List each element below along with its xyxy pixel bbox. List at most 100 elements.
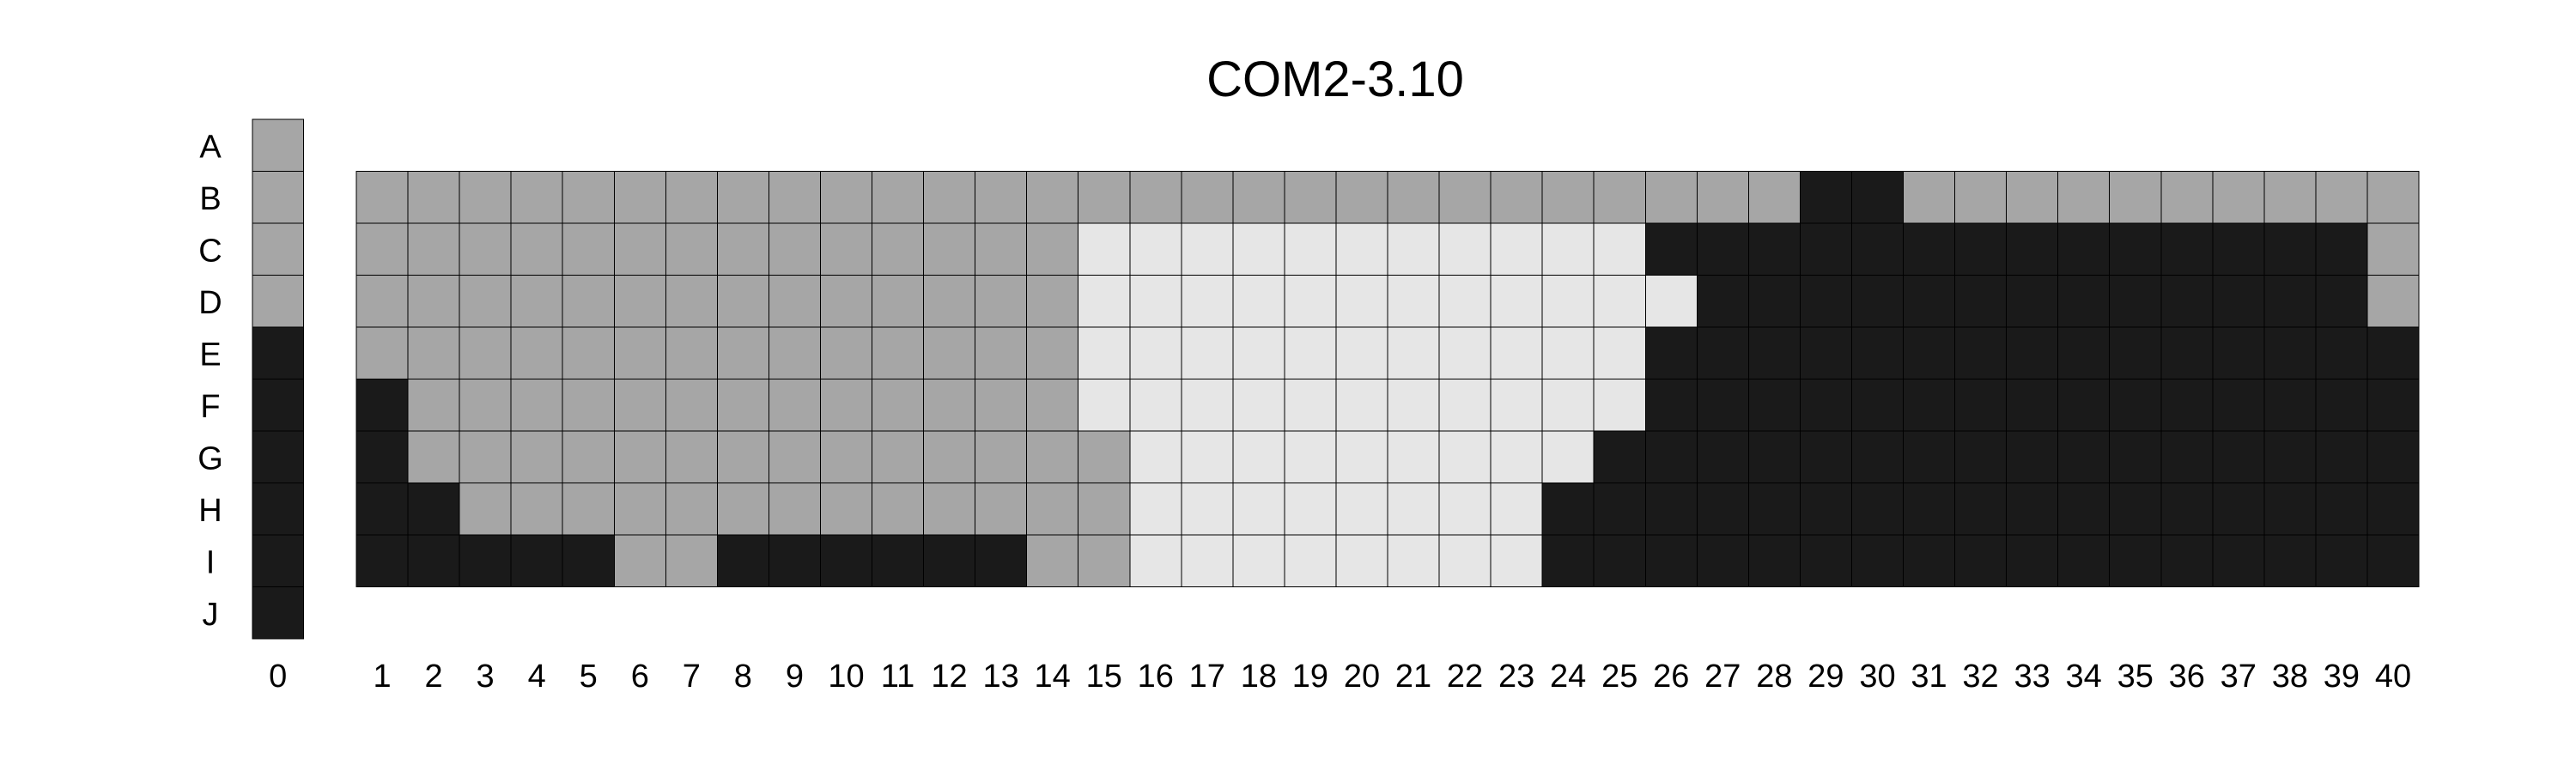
cell-3-I [459,534,512,587]
cell-34-D [2057,275,2111,328]
cell-28-E [1747,326,1801,379]
cell-3-G [459,430,512,483]
cell-8-G [716,430,769,483]
cell-29-C [1799,222,1852,276]
cell-5-G [562,430,615,483]
cell-11-G [872,430,925,483]
cell-4-H [510,483,563,536]
cell-5-C [562,222,615,276]
cell-11-B [872,171,925,224]
cell-13-B [975,171,1028,224]
cell-15-C [1078,222,1131,276]
row-label-D: D [198,285,222,321]
cell-33-B [2006,171,2059,224]
column-label-7: 7 [683,659,701,695]
cell-22-B [1438,171,1492,224]
cell-32-I [1954,534,2008,587]
cell-18-B [1232,171,1285,224]
cell-23-E [1490,326,1543,379]
cell-29-E [1799,326,1852,379]
cell-4-C [510,222,563,276]
cell-4-G [510,430,563,483]
column-label-11: 11 [881,659,914,695]
cell-39-E [2315,326,2368,379]
cell-0-I [252,534,304,587]
column-label-0: 0 [269,659,287,695]
cell-31-G [1903,430,1956,483]
cell-14-C [1026,222,1079,276]
cell-25-I [1593,534,1646,587]
cell-30-E [1850,326,1904,379]
cell-1-D [355,275,409,328]
cell-3-C [459,222,512,276]
cell-9-C [768,222,821,276]
cell-16-E [1129,326,1182,379]
cell-10-G [819,430,873,483]
cell-15-F [1078,379,1131,432]
cell-16-C [1129,222,1182,276]
row-label-I: I [206,544,216,580]
cell-40-E [2366,326,2420,379]
cell-26-E [1644,326,1698,379]
cell-4-D [510,275,563,328]
column-0-group [252,118,304,640]
cell-34-E [2057,326,2111,379]
cell-34-I [2057,534,2111,587]
column-labels: 0 1 2 3 4 5 6 7 8 9 10 11 12 13 14 15 16 17 18 19 20 21 22 23 24… [269,659,2411,695]
column-label-33: 33 [2014,659,2050,695]
cell-9-I [768,534,821,587]
cell-3-E [459,326,512,379]
cell-7-I [665,534,718,587]
column-label-15: 15 [1086,659,1122,695]
cell-6-C [613,222,666,276]
cell-2-D [407,275,460,328]
cell-15-D [1078,275,1131,328]
row-label-B: B [199,181,221,217]
cell-14-G [1026,430,1079,483]
cell-23-D [1490,275,1543,328]
cell-16-D [1129,275,1182,328]
cell-35-D [2109,275,2162,328]
cell-7-G [665,430,718,483]
cell-15-G [1078,430,1131,483]
cell-40-C [2366,222,2420,276]
cell-18-E [1232,326,1285,379]
cell-33-E [2006,326,2059,379]
row-label-E: E [199,337,221,373]
column-label-20: 20 [1344,659,1380,695]
cell-38-C [2263,222,2317,276]
cell-5-E [562,326,615,379]
cell-36-H [2160,483,2214,536]
cell-20-C [1335,222,1388,276]
cell-4-I [510,534,563,587]
cell-13-H [975,483,1028,536]
cell-6-F [613,379,666,432]
cell-16-H [1129,483,1182,536]
cell-1-F [355,379,409,432]
cell-14-E [1026,326,1079,379]
cell-12-F [923,379,976,432]
column-label-17: 17 [1189,659,1225,695]
row-label-G: G [197,440,223,477]
cell-27-E [1696,326,1749,379]
cell-40-G [2366,430,2420,483]
column-label-2: 2 [425,659,443,695]
cell-27-C [1696,222,1749,276]
cell-21-E [1387,326,1440,379]
cell-24-C [1541,222,1595,276]
cell-38-F [2263,379,2317,432]
cell-28-C [1747,222,1801,276]
cell-29-D [1799,275,1852,328]
cell-18-F [1232,379,1285,432]
cell-35-F [2109,379,2162,432]
cell-37-H [2212,483,2265,536]
cell-30-C [1850,222,1904,276]
cell-36-C [2160,222,2214,276]
cell-13-F [975,379,1028,432]
cell-19-D [1284,275,1337,328]
column-label-26: 26 [1653,659,1689,695]
cell-34-C [2057,222,2111,276]
cell-23-I [1490,534,1543,587]
cell-40-H [2366,483,2420,536]
